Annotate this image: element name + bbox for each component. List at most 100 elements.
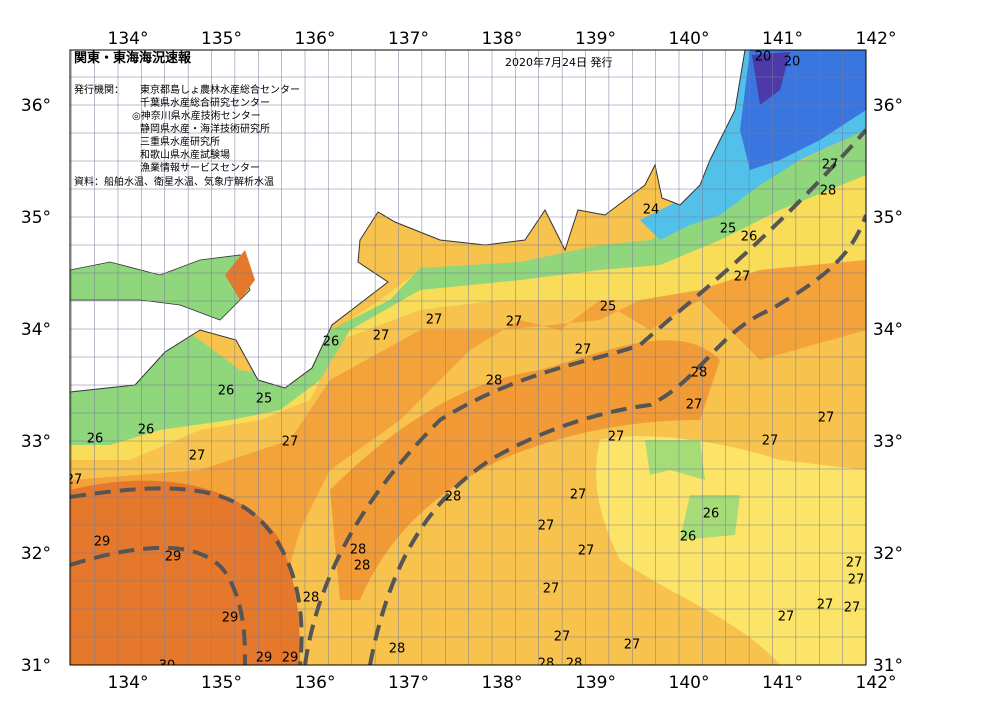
issuer-list: 東京都島しょ農林水産総合センター千葉県水産総合研究センター◎神奈川県水産技術セン… bbox=[132, 83, 300, 174]
latitude-label: 31° bbox=[21, 656, 51, 676]
issuer: ◎神奈川県水産技術センター bbox=[132, 109, 261, 122]
bay-water bbox=[225, 250, 255, 300]
longitude-label: 136° bbox=[295, 673, 336, 693]
isotherm-label: 29 bbox=[222, 611, 239, 626]
isotherm-label: 26 bbox=[218, 384, 235, 399]
isotherm-label: 27 bbox=[686, 398, 703, 413]
latitude-label: 36° bbox=[21, 96, 51, 116]
map-title: 関東・東海海況速報 bbox=[74, 50, 192, 66]
isotherm-label: 28 bbox=[303, 591, 320, 606]
isotherm-label: 27 bbox=[778, 610, 795, 625]
data-source: 資料：船舶水温、衛星水温、気象庁解析水温 bbox=[74, 175, 274, 188]
isotherm-label: 27 bbox=[543, 582, 560, 597]
isotherm-label: 27 bbox=[426, 313, 443, 328]
latitude-label: 36° bbox=[873, 96, 903, 116]
isotherm-label: 27 bbox=[554, 630, 571, 645]
longitude-label: 141° bbox=[762, 29, 803, 49]
axis-labels: 134° 134° 135° 135° 136° 136° 137° 137° 138° 138°… bbox=[21, 29, 903, 693]
isotherm-label: 25 bbox=[256, 392, 273, 407]
isotherm-label: 27 bbox=[848, 573, 865, 588]
latitude-label: 34° bbox=[873, 320, 903, 340]
longitude-label: 136° bbox=[295, 29, 336, 49]
isotherm-label: 26 bbox=[138, 423, 155, 438]
isotherm-label: 24 bbox=[643, 203, 660, 218]
isotherm-label: 28 bbox=[566, 657, 583, 672]
longitude-label: 137° bbox=[388, 673, 429, 693]
isotherm-label: 27 bbox=[817, 598, 834, 613]
isotherm-label: 28 bbox=[691, 366, 708, 381]
latitude-label: 32° bbox=[21, 544, 51, 564]
isotherm-label: 27 bbox=[189, 449, 206, 464]
isotherm-label: 28 bbox=[354, 559, 371, 574]
isotherm-label: 27 bbox=[578, 544, 595, 559]
latitude-label: 33° bbox=[873, 432, 903, 452]
isotherm-label: 27 bbox=[575, 343, 592, 358]
isotherm-label: 29 bbox=[256, 651, 273, 666]
issuer: 和歌山県水産試験場 bbox=[140, 148, 230, 161]
isotherm-label: 25 bbox=[720, 222, 737, 237]
issue-date: 2020年7月24日 発行 bbox=[505, 55, 613, 69]
isotherm-label: 28 bbox=[389, 642, 406, 657]
isotherm-label: 27 bbox=[822, 158, 839, 173]
issuer: 東京都島しょ農林水産総合センター bbox=[140, 83, 300, 96]
longitude-label: 134° bbox=[108, 673, 149, 693]
latitude-label: 32° bbox=[873, 544, 903, 564]
isotherm-label: 29 bbox=[94, 535, 111, 550]
isotherm-label: 27 bbox=[538, 519, 555, 534]
land bbox=[70, 50, 746, 393]
kuroshio-core bbox=[330, 340, 720, 600]
isotherm-label: 27 bbox=[608, 430, 625, 445]
isotherm-label: 28 bbox=[445, 490, 462, 505]
latitude-label: 33° bbox=[21, 432, 51, 452]
longitude-label: 139° bbox=[575, 673, 616, 693]
isotherm-label: 30 bbox=[159, 659, 176, 674]
isotherm-label: 25 bbox=[600, 300, 617, 315]
issuer: 三重県水産研究所 bbox=[140, 135, 220, 148]
longitude-label: 137° bbox=[388, 29, 429, 49]
isotherm-label: 20 bbox=[755, 50, 772, 65]
longitude-label: 140° bbox=[669, 29, 710, 49]
longitude-label: 135° bbox=[201, 673, 242, 693]
isotherm-label: 27 bbox=[570, 488, 587, 503]
isotherm-label: 28 bbox=[350, 543, 367, 558]
latitude-label: 35° bbox=[21, 208, 51, 228]
current-axis bbox=[70, 128, 866, 665]
longitude-label: 142° bbox=[856, 29, 897, 49]
longitude-label: 139° bbox=[575, 29, 616, 49]
issuer: 千葉県水産総合研究センター bbox=[140, 96, 270, 109]
isotherm-label: 26 bbox=[323, 335, 340, 350]
longitude-label: 142° bbox=[856, 673, 897, 693]
isotherm-label: 29 bbox=[282, 651, 299, 666]
longitude-label: 138° bbox=[482, 29, 523, 49]
isotherm-label: 26 bbox=[703, 507, 720, 522]
longitude-label: 134° bbox=[108, 29, 149, 49]
isotherm-label: 28 bbox=[538, 657, 555, 672]
isotherm-label: 27 bbox=[734, 270, 751, 285]
isotherm-label: 27 bbox=[506, 315, 523, 330]
latitude-label: 35° bbox=[873, 208, 903, 228]
cool-patch bbox=[645, 440, 740, 540]
issuer-label: 発行機関： bbox=[74, 83, 124, 96]
isotherm-label: 27 bbox=[66, 473, 83, 488]
cold-core bbox=[752, 52, 790, 105]
isotherm-label: 27 bbox=[844, 601, 861, 616]
map-frame bbox=[69, 49, 867, 666]
isotherm-label: 29 bbox=[165, 550, 182, 565]
isotherm-label: 27 bbox=[624, 638, 641, 653]
issuer: 静岡県水産・海洋技術研究所 bbox=[140, 122, 270, 135]
latitude-label: 31° bbox=[873, 656, 903, 676]
longitude-label: 140° bbox=[669, 673, 710, 693]
longitude-label: 135° bbox=[201, 29, 242, 49]
longitude-label: 138° bbox=[482, 673, 523, 693]
issuer: 漁業情報サービスセンター bbox=[140, 161, 260, 174]
isotherm-label: 28 bbox=[486, 374, 503, 389]
isotherm-label: 26 bbox=[680, 530, 697, 545]
isotherm-label: 27 bbox=[373, 329, 390, 344]
longitude-label: 141° bbox=[762, 673, 803, 693]
isotherm-label: 28 bbox=[820, 184, 837, 199]
isotherm-label: 20 bbox=[784, 55, 801, 70]
coastal-water bbox=[70, 130, 866, 445]
